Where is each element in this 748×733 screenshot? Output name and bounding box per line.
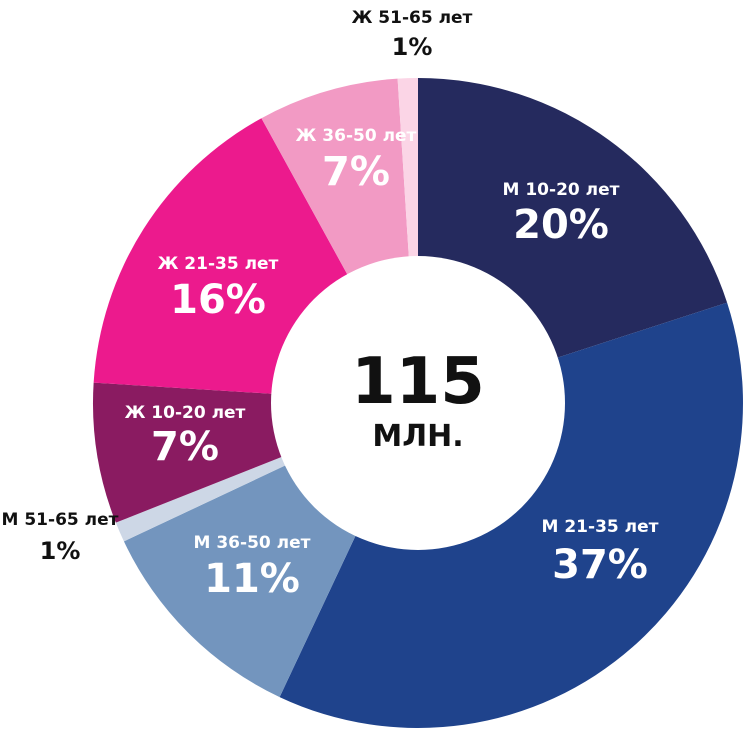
slice-label-4: М 51-65 лет bbox=[2, 510, 119, 530]
slice-value-4: 1% bbox=[40, 537, 81, 565]
slice-value-5: 7% bbox=[151, 424, 219, 470]
slice-label-8: Ж 51-65 лет bbox=[352, 8, 473, 28]
center-unit: МЛН. bbox=[372, 419, 463, 454]
center-total: 115 bbox=[351, 345, 485, 419]
slice-label-1: М 10-20 лет bbox=[503, 180, 620, 200]
slice-label-6: Ж 21-35 лет bbox=[158, 254, 279, 274]
slice-value-6: 16% bbox=[170, 277, 266, 323]
slice-value-1: 20% bbox=[513, 202, 609, 248]
slice-label-5: Ж 10-20 лет bbox=[125, 403, 246, 423]
slice-label-3: М 36-50 лет bbox=[194, 533, 311, 553]
donut-hole bbox=[271, 256, 565, 550]
slice-value-7: 7% bbox=[322, 149, 390, 195]
slice-label-2: М 21-35 лет bbox=[542, 517, 659, 537]
slice-value-3: 11% bbox=[204, 556, 300, 602]
slice-value-2: 37% bbox=[552, 542, 648, 588]
slice-value-8: 1% bbox=[392, 33, 433, 61]
slice-label-7: Ж 36-50 лет bbox=[296, 126, 417, 146]
